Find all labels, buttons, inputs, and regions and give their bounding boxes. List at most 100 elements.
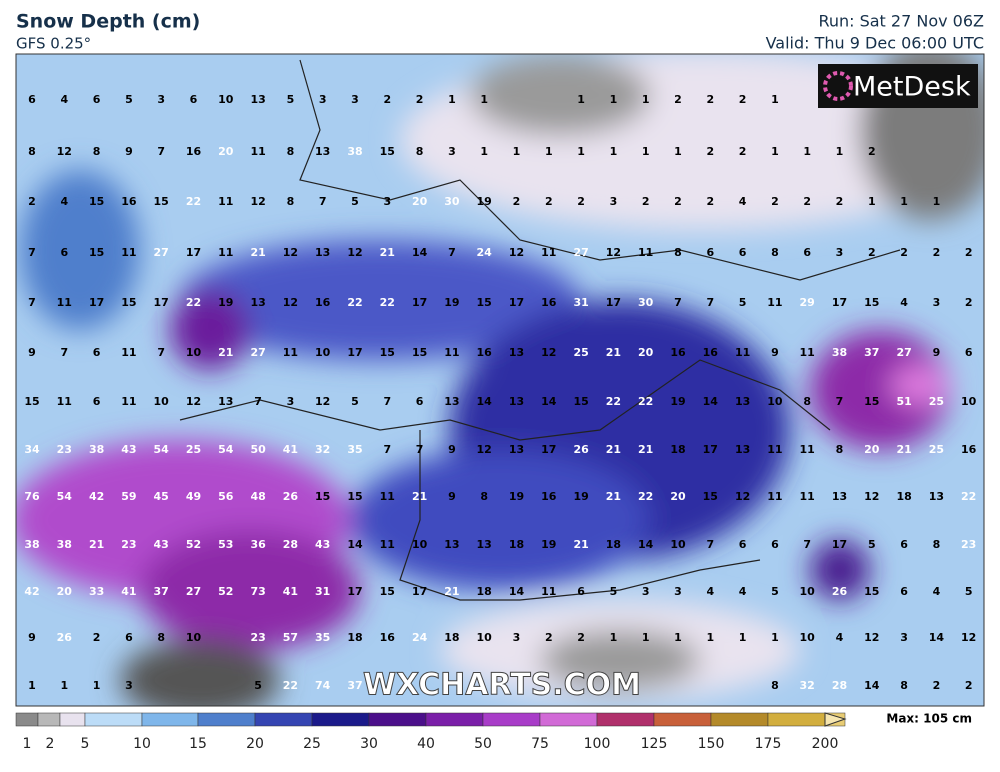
colorbar-segment xyxy=(197,712,256,727)
grid-value: 23 xyxy=(57,443,72,456)
grid-value: 13 xyxy=(735,443,750,456)
grid-value: 8 xyxy=(287,195,295,208)
colorbar-segment xyxy=(425,712,484,727)
grid-value: 9 xyxy=(28,346,36,359)
grid-value: 11 xyxy=(380,538,395,551)
grid-value: 1 xyxy=(93,679,101,692)
grid-value: 1 xyxy=(577,145,585,158)
grid-value: 33 xyxy=(89,585,104,598)
grid-value: 25 xyxy=(186,443,201,456)
grid-value: 19 xyxy=(218,296,233,309)
grid-value: 3 xyxy=(933,296,941,309)
grid-value: 16 xyxy=(670,346,686,359)
grid-value: 24 xyxy=(477,246,493,259)
grid-value: 19 xyxy=(541,538,556,551)
grid-value: 13 xyxy=(735,395,750,408)
grid-value: 6 xyxy=(771,538,779,551)
grid-value: 16 xyxy=(477,346,493,359)
grid-value: 2 xyxy=(739,145,747,158)
grid-value: 2 xyxy=(28,195,36,208)
grid-value: 6 xyxy=(803,246,811,259)
grid-value: 37 xyxy=(154,585,169,598)
grid-value: 41 xyxy=(283,443,298,456)
grid-value: 4 xyxy=(60,93,68,106)
grid-value: 21 xyxy=(573,538,588,551)
grid-value: 4 xyxy=(739,195,747,208)
grid-value: 17 xyxy=(412,296,427,309)
grid-value: 18 xyxy=(896,490,911,503)
colorbar-label: 1 xyxy=(23,736,32,752)
grid-value: 27 xyxy=(186,585,201,598)
colorbar-segment xyxy=(84,712,143,727)
grid-value: 10 xyxy=(670,538,686,551)
grid-value: 34 xyxy=(24,443,40,456)
grid-value: 1 xyxy=(610,93,618,106)
grid-value: 4 xyxy=(836,631,844,644)
grid-value: 74 xyxy=(315,679,331,692)
grid-value: 2 xyxy=(771,195,779,208)
grid-value: 14 xyxy=(347,538,363,551)
colorbar-segment xyxy=(37,712,61,727)
grid-value: 5 xyxy=(125,93,133,106)
grid-value: 15 xyxy=(864,585,879,598)
grid-value: 27 xyxy=(896,346,911,359)
grid-value: 5 xyxy=(287,93,295,106)
grid-value: 6 xyxy=(965,346,973,359)
grid-value: 56 xyxy=(218,490,234,503)
grid-value: 8 xyxy=(771,246,779,259)
grid-value: 17 xyxy=(832,296,847,309)
grid-value: 18 xyxy=(606,538,621,551)
grid-value: 13 xyxy=(444,395,459,408)
grid-value: 4 xyxy=(900,296,908,309)
grid-value: 11 xyxy=(57,296,72,309)
grid-value: 10 xyxy=(961,395,977,408)
grid-value: 6 xyxy=(28,93,36,106)
logo: MetDesk xyxy=(853,72,971,103)
grid-value: 14 xyxy=(929,631,945,644)
max-label: Max: 105 cm xyxy=(886,712,972,726)
grid-value: 10 xyxy=(477,631,493,644)
grid-value: 27 xyxy=(154,246,169,259)
grid-value: 25 xyxy=(929,443,944,456)
grid-value: 38 xyxy=(89,443,104,456)
grid-value: 1 xyxy=(480,145,488,158)
grid-value: 1 xyxy=(771,145,779,158)
grid-value: 20 xyxy=(218,145,234,158)
grid-value: 16 xyxy=(703,346,719,359)
grid-value: 38 xyxy=(57,538,72,551)
grid-value: 17 xyxy=(703,443,718,456)
grid-value: 20 xyxy=(638,346,654,359)
grid-value: 10 xyxy=(800,585,816,598)
grid-value: 7 xyxy=(448,246,456,259)
grid-value: 15 xyxy=(412,346,427,359)
grid-value: 19 xyxy=(573,490,588,503)
grid-value: 18 xyxy=(670,443,685,456)
grid-value: 2 xyxy=(900,246,908,259)
grid-value: 1 xyxy=(577,93,585,106)
grid-value: 13 xyxy=(444,538,459,551)
grid-value: 2 xyxy=(416,93,424,106)
grid-value: 1 xyxy=(610,145,618,158)
grid-value: 7 xyxy=(803,538,811,551)
grid-value: 10 xyxy=(412,538,428,551)
grid-value: 7 xyxy=(674,296,682,309)
grid-value: 1 xyxy=(28,679,36,692)
grid-value: 6 xyxy=(60,246,68,259)
grid-value: 8 xyxy=(157,631,165,644)
grid-value: 7 xyxy=(254,395,262,408)
colorbar-label: 30 xyxy=(360,736,378,752)
colorbar-segment xyxy=(767,712,826,727)
grid-value: 12 xyxy=(864,490,879,503)
grid-value: 35 xyxy=(347,443,362,456)
run-time: Run: Sat 27 Nov 06Z xyxy=(818,12,984,31)
grid-value: 20 xyxy=(864,443,880,456)
grid-value: 16 xyxy=(961,443,977,456)
grid-value: 21 xyxy=(606,443,621,456)
grid-value: 8 xyxy=(900,679,908,692)
grid-value: 15 xyxy=(380,145,395,158)
value-grid: 6 4 6 5 3 6 10 13 5 3 3 2 2 1 1 1 1 1 2 2 2 18 12 8 9 7 16 20 11 8 13 3… xyxy=(24,93,976,692)
grid-value: 20 xyxy=(412,195,428,208)
grid-value: 5 xyxy=(254,679,262,692)
grid-value: 11 xyxy=(800,443,815,456)
grid-value: 26 xyxy=(57,631,73,644)
